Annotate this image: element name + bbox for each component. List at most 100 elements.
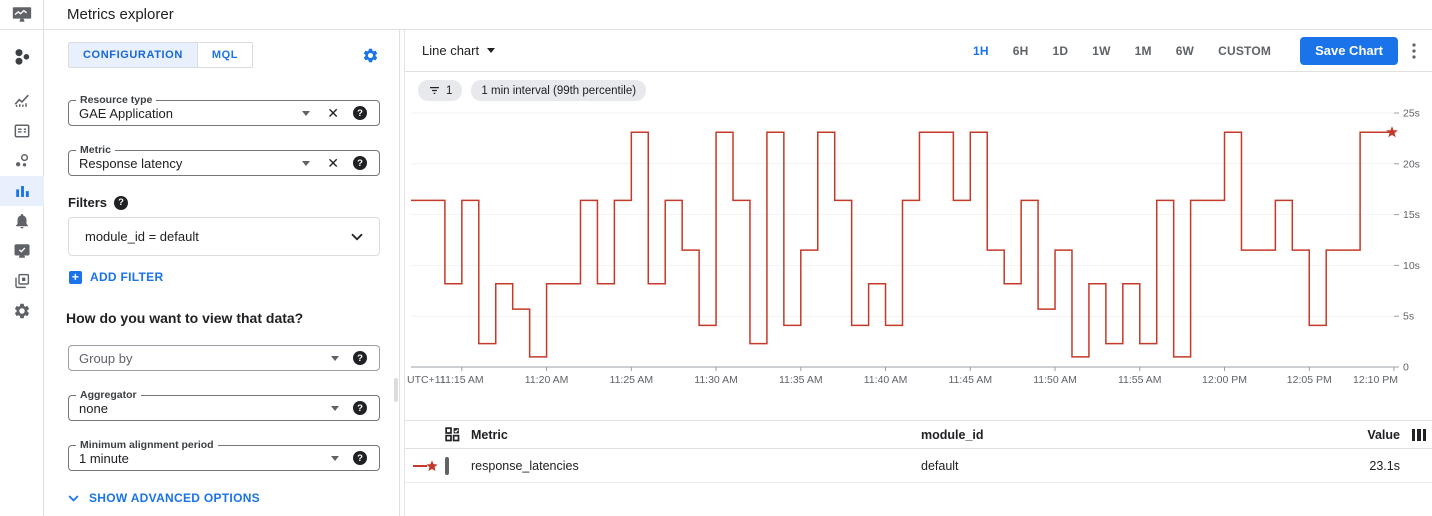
- monitoring-logo-cell[interactable]: [0, 0, 44, 30]
- line-chart[interactable]: 25s 20s 15s 10s 5s 0 UTC+11 11:15 AM 11:20 AM 11:…: [405, 106, 1432, 398]
- help-icon[interactable]: ?: [353, 106, 367, 120]
- time-range-1h[interactable]: 1H: [972, 43, 989, 58]
- group-by-placeholder: Group by: [79, 350, 133, 366]
- chevron-down-icon: [68, 494, 79, 502]
- resource-type-label: Resource type: [76, 94, 157, 106]
- gear-icon: [363, 48, 378, 62]
- panel-gear-button[interactable]: [362, 47, 379, 64]
- sidebar-item-cluster[interactable]: [0, 42, 44, 72]
- clear-icon[interactable]: ✕: [327, 155, 339, 171]
- chip-row: 1 1 min interval (99th percentile): [418, 80, 1432, 101]
- svg-text:11:35 AM: 11:35 AM: [779, 374, 823, 386]
- alerting-icon: [16, 213, 28, 229]
- services-icon: [15, 154, 29, 167]
- metric-value: Response latency: [79, 155, 183, 171]
- svg-text:11:45 AM: 11:45 AM: [948, 374, 992, 386]
- show-advanced-options-label: SHOW ADVANCED OPTIONS: [89, 491, 260, 505]
- help-icon[interactable]: ?: [353, 401, 367, 415]
- table-row[interactable]: response_latencies default 23.1s: [405, 449, 1432, 483]
- grid-check-icon: [445, 427, 460, 442]
- legend-table: Metric module_id Value response_latencie…: [405, 420, 1432, 483]
- sidebar-item-dashboards[interactable]: [0, 116, 44, 146]
- top-header: Metrics explorer: [0, 0, 1432, 30]
- legend-table-header: Metric module_id Value: [405, 420, 1432, 449]
- svg-text:11:50 AM: 11:50 AM: [1033, 374, 1077, 386]
- aggregator-value: none: [79, 400, 108, 416]
- resource-type-value: GAE Application: [79, 105, 173, 121]
- filter-chip-row[interactable]: module_id = default: [68, 217, 380, 256]
- svg-text:10s: 10s: [1403, 260, 1420, 272]
- dropdown-caret-icon: [487, 48, 496, 53]
- dropdown-caret-icon[interactable]: [331, 355, 339, 361]
- alignment-period-value: 1 minute: [79, 450, 129, 466]
- time-range-1w[interactable]: 1W: [1092, 43, 1111, 58]
- svg-text:UTC+11: UTC+11: [407, 374, 446, 386]
- monitoring-icon: [12, 6, 31, 22]
- time-range-custom[interactable]: CUSTOM: [1218, 43, 1272, 58]
- columns-icon[interactable]: [1400, 428, 1426, 441]
- dropdown-caret-icon[interactable]: [302, 110, 311, 116]
- aggregator-select[interactable]: Aggregator none ?: [68, 389, 380, 421]
- add-box-icon: +: [69, 270, 82, 284]
- add-filter-label: ADD FILTER: [90, 270, 164, 284]
- trend-chart-icon: [14, 94, 29, 107]
- time-range-6h[interactable]: 6H: [1012, 43, 1029, 58]
- col-header-value[interactable]: Value: [1367, 427, 1400, 442]
- filter-list-icon: [430, 87, 439, 94]
- chart-type-dropdown[interactable]: Line chart: [422, 43, 496, 58]
- filter-count: 1: [446, 84, 453, 97]
- tabs-row: CONFIGURATION MQL: [68, 42, 380, 68]
- sidebar-item-settings[interactable]: [0, 296, 44, 326]
- sidebar-item-services[interactable]: [0, 146, 44, 176]
- dropdown-caret-icon[interactable]: [302, 160, 311, 166]
- panel-tabs: CONFIGURATION MQL: [68, 42, 254, 68]
- interval-chip[interactable]: 1 min interval (99th percentile): [471, 80, 647, 101]
- alignment-period-select[interactable]: Minimum alignment period 1 minute ?: [68, 439, 380, 471]
- dropdown-caret-icon[interactable]: [331, 405, 339, 411]
- save-chart-button[interactable]: Save Chart: [1300, 36, 1398, 65]
- uptime-checks-icon: [14, 244, 30, 258]
- tab-configuration[interactable]: CONFIGURATION: [69, 43, 197, 67]
- time-range-6w[interactable]: 6W: [1175, 43, 1195, 58]
- select-all-cell[interactable]: [445, 427, 471, 442]
- left-nav: [0, 30, 44, 516]
- more-options-button[interactable]: [1412, 42, 1416, 59]
- col-header-module-id[interactable]: module_id: [921, 427, 984, 442]
- filters-heading-row: Filters ?: [68, 195, 380, 210]
- sidebar-item-groups[interactable]: [0, 266, 44, 296]
- time-range-1m[interactable]: 1M: [1134, 43, 1152, 58]
- add-filter-button[interactable]: + ADD FILTER: [69, 270, 163, 284]
- group-by-select[interactable]: Group by ?: [68, 345, 380, 371]
- sidebar-item-trend-chart[interactable]: [0, 86, 44, 116]
- clear-icon[interactable]: ✕: [327, 105, 339, 121]
- chevron-down-icon[interactable]: [351, 233, 363, 241]
- alignment-period-label: Minimum alignment period: [76, 439, 218, 451]
- page-title: Metrics explorer: [67, 6, 174, 23]
- metric-select[interactable]: Metric Response latency ✕ ?: [68, 144, 380, 176]
- svg-text:12:05 PM: 12:05 PM: [1287, 374, 1332, 386]
- row-checkbox[interactable]: [445, 456, 449, 475]
- chart-type-label: Line chart: [422, 43, 480, 58]
- filter-count-chip[interactable]: 1: [418, 80, 463, 101]
- time-range-group: 1H 6H 1D 1W 1M 6W CUSTOM: [961, 38, 1283, 64]
- help-icon[interactable]: ?: [114, 195, 129, 210]
- settings-icon: [14, 303, 30, 319]
- time-range-1d[interactable]: 1D: [1052, 43, 1069, 58]
- help-icon[interactable]: ?: [353, 351, 367, 365]
- sidebar-item-metrics-explorer[interactable]: [0, 176, 44, 206]
- sidebar-item-alerting[interactable]: [0, 206, 44, 236]
- panel-scrollbar[interactable]: [394, 378, 398, 402]
- help-icon[interactable]: ?: [353, 156, 367, 170]
- col-header-metric[interactable]: Metric: [471, 427, 508, 442]
- sidebar-item-uptime-checks[interactable]: [0, 236, 44, 266]
- tab-mql[interactable]: MQL: [196, 43, 253, 67]
- resource-type-select[interactable]: Resource type GAE Application ✕ ?: [68, 94, 380, 126]
- dropdown-caret-icon[interactable]: [331, 455, 339, 461]
- svg-text:11:20 AM: 11:20 AM: [525, 374, 569, 386]
- show-advanced-options-button[interactable]: SHOW ADVANCED OPTIONS: [68, 491, 260, 505]
- help-icon[interactable]: ?: [353, 451, 367, 465]
- red-line-star-icon: [405, 459, 445, 473]
- svg-text:5s: 5s: [1403, 311, 1414, 323]
